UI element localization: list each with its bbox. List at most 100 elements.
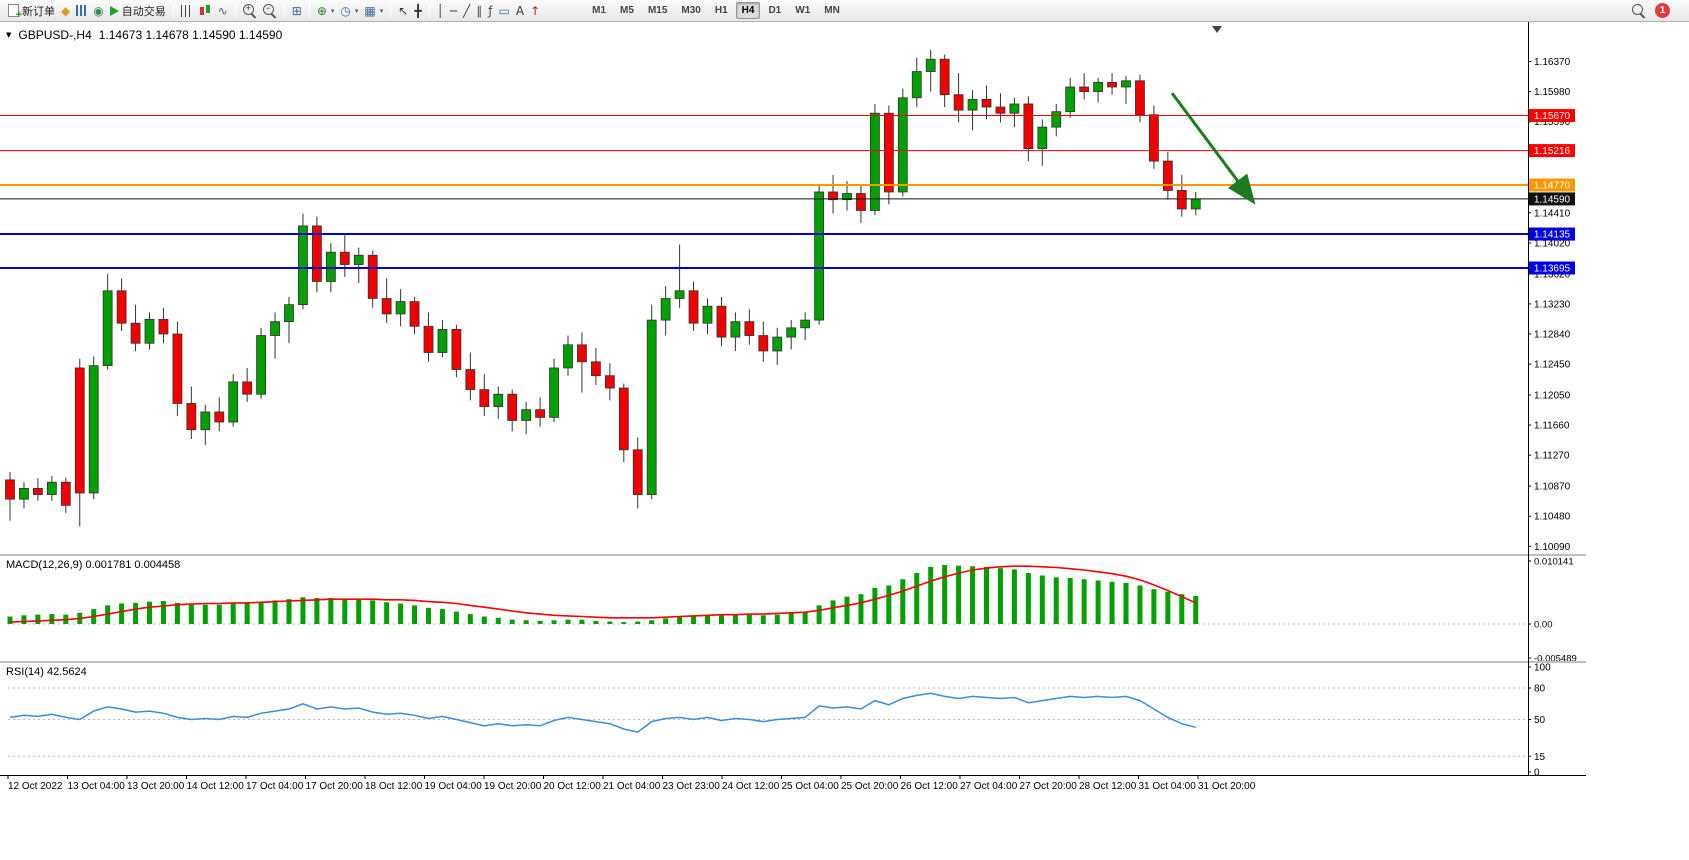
trend-arrow[interactable] <box>1170 92 1256 205</box>
text-button[interactable]: A <box>513 1 527 21</box>
rsi-axis-label: 100 <box>1534 663 1551 674</box>
candle-down <box>716 305 727 338</box>
templates-button[interactable]: ▦ ▾ <box>361 1 386 21</box>
macd-axis-label: 0.010141 <box>1534 557 1574 568</box>
time-axis-label: 21 Oct 04:00 <box>603 781 661 792</box>
shapes-button[interactable]: ▭ <box>496 1 513 21</box>
candle-down <box>214 411 225 423</box>
autotrading-button[interactable]: 自动交易 <box>107 1 169 21</box>
candle-down <box>172 333 183 404</box>
zoom-out-button[interactable] <box>260 1 280 21</box>
candle-down <box>130 322 141 344</box>
fibonacci-button[interactable]: ƒ <box>485 1 495 21</box>
symbol-period-label: GBPUSD-,H4 <box>18 28 92 42</box>
timeframe-m15[interactable]: M15 <box>647 5 668 16</box>
candle-up <box>1037 126 1048 150</box>
timeframe-h1[interactable]: H1 <box>714 5 728 16</box>
candle-up <box>493 393 504 407</box>
arrows-icon: ↑ <box>530 3 541 18</box>
new-order-button[interactable]: 新订单 <box>5 1 58 21</box>
timeframe-d1[interactable]: D1 <box>768 5 782 16</box>
support-line-2-badge-label: 1.13695 <box>1534 264 1571 275</box>
candle-down <box>60 481 71 506</box>
timeframe-m1[interactable]: M1 <box>592 5 607 16</box>
arrows-button[interactable]: ↑ <box>527 1 543 21</box>
candle-down <box>74 367 85 494</box>
candle-down <box>535 409 545 418</box>
support-line-1-badge <box>1529 227 1575 241</box>
search-icon[interactable] <box>1632 3 1646 18</box>
candle-down <box>116 290 127 324</box>
time-axis-label: 31 Oct 04:00 <box>1139 781 1197 792</box>
timeframe-mn[interactable]: MN <box>824 5 840 16</box>
indicators-icon: ⊕ <box>316 3 327 18</box>
resistance-line-1-badge <box>1529 109 1575 123</box>
resistance-line-2-badge <box>1529 144 1575 158</box>
price-axis-label: 1.10090 <box>1534 542 1571 553</box>
cursor-icon: ↖ <box>398 3 409 18</box>
panel-splitter[interactable] <box>0 661 1586 663</box>
ohlc-values: 1.14673 1.14678 1.14590 1.14590 <box>98 28 283 42</box>
tile-windows-icon: ⊞ <box>291 3 302 18</box>
crosshair-button[interactable]: ╋ <box>411 1 424 21</box>
panel-splitter[interactable] <box>0 554 1586 556</box>
candle-down <box>744 321 755 336</box>
candle-down <box>1079 86 1090 93</box>
crosshair-icon: ╋ <box>414 3 422 18</box>
candle-up <box>674 290 685 299</box>
rsi-axis-label: 15 <box>1534 752 1546 763</box>
vertical-line-button[interactable]: │ <box>434 1 447 21</box>
candle-up <box>646 319 657 495</box>
resistance-line-2-badge-label: 1.15216 <box>1534 146 1571 157</box>
horizontal-line-button[interactable]: ─ <box>447 1 460 21</box>
time-axis-label: 13 Oct 20:00 <box>127 781 185 792</box>
price-axis-label: 1.13230 <box>1534 299 1571 310</box>
notification-badge[interactable]: 1 <box>1655 3 1670 18</box>
candle-up <box>800 319 811 329</box>
chart-canvas[interactable]: 1.16370 1.15980 1.15590 1.14410 1.14020 1.136… <box>0 22 1586 801</box>
navigator-icon: ◉ <box>93 3 104 18</box>
channel-button[interactable]: ∥ <box>473 1 485 21</box>
candle-down <box>311 225 322 282</box>
new-order-button-label: 新订单 <box>22 5 55 18</box>
indicators-button[interactable]: ⊕ ▾ <box>314 1 338 21</box>
metaeditor-button[interactable]: ◆ <box>58 1 73 21</box>
candle-up <box>1093 81 1103 93</box>
line-chart-type-button[interactable]: ∿ <box>215 1 231 21</box>
price-axis-label: 1.11270 <box>1534 451 1570 462</box>
candle-down <box>423 325 434 353</box>
candle-up <box>549 367 559 418</box>
candle-up <box>814 191 824 321</box>
collapse-icon[interactable]: ▼ <box>6 31 12 39</box>
periods-button[interactable]: ◷ ▾ <box>337 1 361 21</box>
fibonacci-icon: ƒ <box>488 3 493 18</box>
price-axis-label: 1.12840 <box>1534 330 1571 341</box>
bar-chart-type-button[interactable] <box>178 1 196 21</box>
timeframe-m5[interactable]: M5 <box>620 5 634 16</box>
time-axis-label: 20 Oct 12:00 <box>544 781 602 792</box>
timeframe-m30[interactable]: M30 <box>681 5 701 16</box>
candle-down <box>828 191 838 201</box>
trendline-button[interactable]: ╱ <box>460 1 473 21</box>
candle-up <box>967 98 978 111</box>
resistance-line-1-badge-label: 1.15670 <box>1534 111 1571 122</box>
trendline-icon: ╱ <box>463 3 471 18</box>
toolbar-separator <box>172 3 174 18</box>
navigator-button[interactable]: ◉ <box>90 1 106 21</box>
time-axis-label: 23 Oct 23:00 <box>663 781 721 792</box>
timeframe-w1[interactable]: W1 <box>795 5 811 16</box>
candle-up <box>897 97 908 193</box>
market-watch-button[interactable] <box>73 1 90 21</box>
toolbar-separator <box>308 3 310 18</box>
tile-windows-button[interactable]: ⊞ <box>289 1 305 21</box>
candle-up <box>730 321 741 338</box>
timeframe-h4[interactable]: H4 <box>735 2 761 19</box>
shift-marker-icon[interactable] <box>1212 26 1222 33</box>
cursor-button[interactable]: ↖ <box>395 1 411 21</box>
current-price-badge-label: 1.14590 <box>1534 194 1571 205</box>
candle-up <box>1190 198 1201 210</box>
toolbar-separator <box>390 3 392 18</box>
candlestick-chart-type-button[interactable] <box>196 1 215 21</box>
zoom-in-button[interactable] <box>240 1 260 21</box>
time-axis-label: 26 Oct 12:00 <box>901 781 959 792</box>
